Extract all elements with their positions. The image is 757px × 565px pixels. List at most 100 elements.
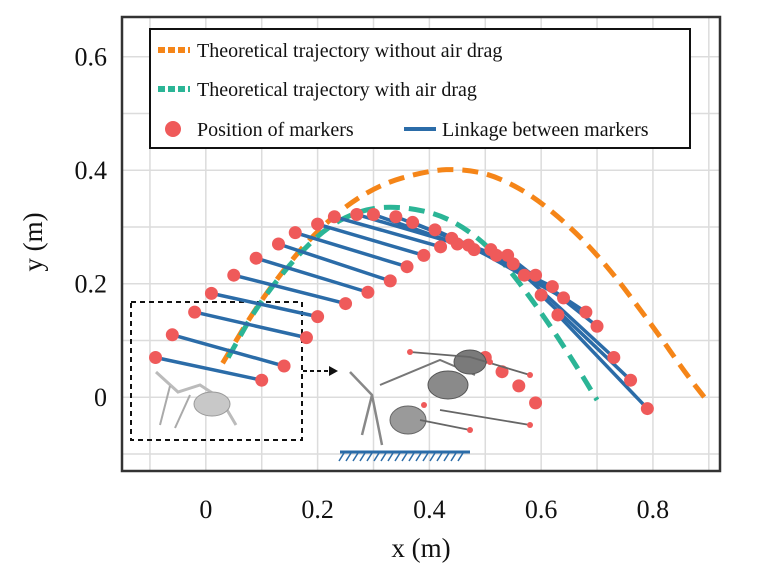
marker-point <box>624 373 638 387</box>
robot-body <box>193 391 231 417</box>
marker-point <box>204 286 218 300</box>
marker-point <box>288 226 302 240</box>
marker-point <box>590 319 604 333</box>
linkage-segment <box>556 313 649 410</box>
marker-point <box>400 260 414 274</box>
ground-hatch <box>422 452 429 462</box>
marker-point <box>501 248 515 262</box>
x-tick-label: 0.4 <box>413 495 446 524</box>
marker-point <box>545 280 559 294</box>
inset-box <box>130 301 303 441</box>
robot-frame-1 <box>349 371 384 446</box>
y-tick-label: 0.6 <box>75 43 108 72</box>
robot-links <box>409 351 531 431</box>
x-tick-label: 0 <box>199 495 212 524</box>
x-tick-label: 0.6 <box>525 495 558 524</box>
robot-illustration <box>338 349 533 462</box>
marker-point <box>366 207 380 221</box>
ground-hatch <box>359 452 366 462</box>
marker-point <box>557 291 571 305</box>
marker-point <box>271 237 285 251</box>
marker-point <box>428 223 442 237</box>
marker-point <box>512 379 526 393</box>
robot-marker <box>407 349 413 355</box>
launch-inset <box>130 301 338 441</box>
y-tick-label: 0.2 <box>75 270 108 299</box>
ground-hatch <box>415 452 422 462</box>
ground-hatch <box>380 452 387 462</box>
marker-point <box>149 351 163 364</box>
trajectory-no-drag <box>220 167 711 405</box>
ground-hatch <box>457 452 464 462</box>
ground-hatch <box>450 452 457 462</box>
marker-point <box>339 297 353 311</box>
robot-body-3 <box>453 349 487 375</box>
linkage-segment <box>317 222 425 258</box>
marker-point <box>255 373 269 387</box>
ground-hatch <box>443 452 450 462</box>
linkage-segment <box>155 355 263 382</box>
marker-point <box>484 243 498 257</box>
marker-point <box>389 210 403 224</box>
ground-hatch <box>436 452 443 462</box>
ground-hatch <box>352 452 359 462</box>
marker-point <box>517 268 531 282</box>
linkage-segment <box>294 230 408 269</box>
marker-point <box>277 359 291 373</box>
legend: Theoretical trajectory without air drag … <box>149 28 691 149</box>
ground-hatch <box>429 452 436 462</box>
marker-point <box>361 285 375 299</box>
robot-marker <box>487 359 493 365</box>
linkage-segment <box>333 215 442 249</box>
marker-point <box>249 251 263 265</box>
legend-swatch-markers <box>165 121 181 137</box>
robot-legs <box>159 385 191 429</box>
tick-labels: 0 0.2 0.4 0.6 0.8 0 0.2 0.4 0.6 <box>75 43 670 524</box>
ground-hatch <box>338 452 345 462</box>
marker-point <box>227 268 241 282</box>
marker-point <box>607 351 621 364</box>
ground-hatch <box>366 452 373 462</box>
robot-marker <box>527 372 533 378</box>
x-tick-label: 0.2 <box>301 495 334 524</box>
linkage-segment <box>194 310 307 340</box>
marker-point <box>350 207 364 221</box>
ground-hatch <box>394 452 401 462</box>
robot-marker <box>421 402 427 408</box>
marker-point <box>529 268 543 282</box>
marker-point <box>311 217 325 231</box>
marker-point <box>299 331 313 345</box>
linkage-segment <box>171 333 285 368</box>
robot-body-2 <box>427 370 469 400</box>
robot-marker <box>467 427 473 433</box>
x-tick-label: 0.8 <box>637 495 670 524</box>
legend-label-with-drag: Theoretical trajectory with air drag <box>197 79 477 101</box>
ground-hatch <box>401 452 408 462</box>
y-tick-label: 0 <box>94 383 107 412</box>
legend-label-markers: Position of markers <box>197 119 354 141</box>
marker-point <box>327 210 341 224</box>
inset-arrow-head <box>329 366 338 376</box>
ground-hatch <box>345 452 352 462</box>
linkage-segment <box>211 291 318 319</box>
marker-point <box>434 240 448 254</box>
marker-point <box>640 402 654 416</box>
axes-frame <box>120 15 722 473</box>
x-axis-label: x (m) <box>391 533 450 563</box>
marker-point <box>417 248 431 262</box>
ground-hatch <box>373 452 380 462</box>
marker-point <box>311 310 325 324</box>
ground-hatch <box>408 452 415 462</box>
marker-point <box>462 238 476 252</box>
linkage-segment <box>277 242 391 283</box>
marker-point <box>445 231 459 245</box>
linkage-segment <box>233 273 346 306</box>
marker-point <box>534 288 548 302</box>
series-layer <box>149 167 711 416</box>
marker-point <box>383 274 397 288</box>
robot-body-1 <box>389 405 427 435</box>
trajectory-with-drag <box>226 204 600 402</box>
y-tick-label: 0.4 <box>75 156 108 185</box>
marker-point <box>529 396 543 410</box>
